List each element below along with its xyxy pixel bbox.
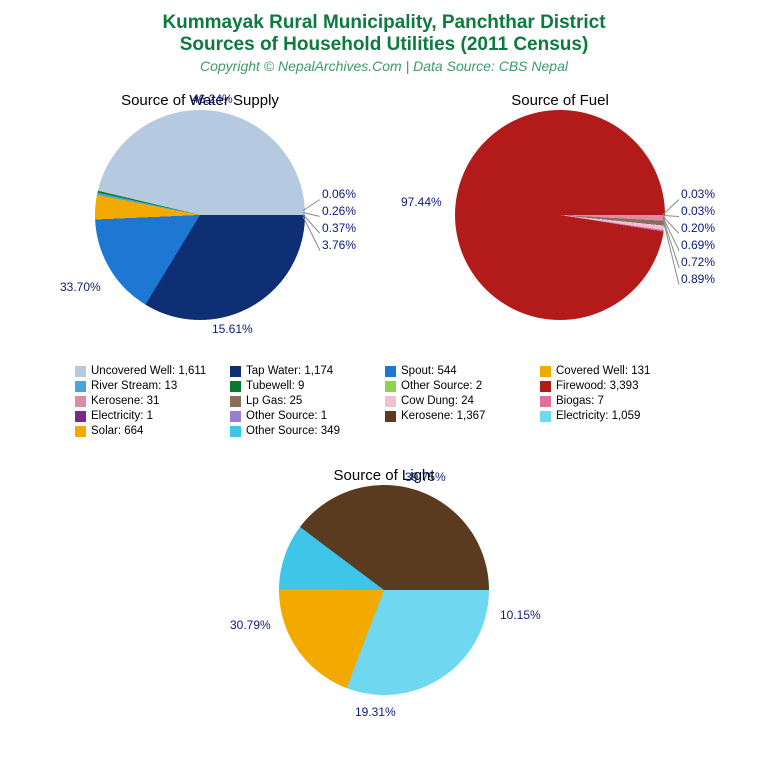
- legend-item: Cow Dung: 24: [385, 395, 540, 407]
- pct-label: 0.69%: [681, 238, 715, 252]
- light-chart-title: Source of Light: [284, 467, 484, 484]
- pct-label: 0.03%: [681, 204, 715, 218]
- pct-label: 97.44%: [401, 195, 442, 209]
- legend-swatch: [75, 396, 86, 407]
- legend-item: Kerosene: 1,367: [385, 410, 540, 422]
- pct-label: 15.61%: [212, 322, 253, 336]
- legend-label: Cow Dung: 24: [401, 395, 474, 407]
- legend-label: Other Source: 1: [246, 410, 327, 422]
- legend-item: Electricity: 1,059: [540, 410, 695, 422]
- legend-swatch: [75, 381, 86, 392]
- legend-item: Other Source: 2: [385, 380, 540, 392]
- legend-swatch: [385, 381, 396, 392]
- pct-label: 0.89%: [681, 272, 715, 286]
- legend-label: Covered Well: 131: [556, 365, 650, 377]
- legend-label: Firewood: 3,393: [556, 380, 638, 392]
- legend-swatch: [540, 396, 551, 407]
- legend-label: Biogas: 7: [556, 395, 604, 407]
- fuel-chart-title: Source of Fuel: [460, 92, 660, 109]
- legend-item: Tap Water: 1,174: [230, 365, 385, 377]
- title-block: Kummayak Rural Municipality, Panchthar D…: [0, 0, 768, 74]
- legend-label: River Stream: 13: [91, 380, 177, 392]
- leader-line: [663, 199, 680, 215]
- pct-label: 33.70%: [60, 280, 101, 294]
- legend: Uncovered Well: 1,611 Tap Water: 1,174 Spo…: [75, 365, 695, 440]
- legend-swatch: [230, 366, 241, 377]
- title-line-2: Sources of Household Utilities (2011 Cen…: [0, 34, 768, 56]
- pct-label: 46.24%: [192, 92, 233, 106]
- legend-label: Uncovered Well: 1,611: [91, 365, 206, 377]
- legend-item: Other Source: 1: [230, 410, 385, 422]
- legend-label: Tubewell: 9: [246, 380, 304, 392]
- legend-swatch: [385, 396, 396, 407]
- pct-label: 39.75%: [405, 470, 446, 484]
- pct-label: 0.26%: [322, 204, 356, 218]
- legend-swatch: [75, 366, 86, 377]
- leader-line: [303, 199, 321, 211]
- legend-swatch: [75, 411, 86, 422]
- legend-item: Other Source: 349: [230, 425, 385, 437]
- legend-row: Kerosene: 31 Lp Gas: 25 Cow Dung: 24 Biogas…: [75, 395, 695, 410]
- legend-swatch: [230, 411, 241, 422]
- legend-swatch: [540, 366, 551, 377]
- legend-label: Electricity: 1: [91, 410, 153, 422]
- legend-label: Tap Water: 1,174: [246, 365, 333, 377]
- legend-swatch: [75, 426, 86, 437]
- fuel-pie-chart: [455, 110, 665, 320]
- pct-label: 0.37%: [322, 221, 356, 235]
- pct-label: 0.03%: [681, 187, 715, 201]
- legend-swatch: [540, 411, 551, 422]
- pct-label: 3.76%: [322, 238, 356, 252]
- pct-label: 10.15%: [500, 608, 541, 622]
- title-line-1: Kummayak Rural Municipality, Panchthar D…: [0, 12, 768, 34]
- legend-swatch: [230, 396, 241, 407]
- pct-label: 19.31%: [355, 705, 396, 719]
- legend-item: Tubewell: 9: [230, 380, 385, 392]
- legend-label: Solar: 664: [91, 425, 143, 437]
- leader-line: [663, 215, 679, 217]
- legend-row: Electricity: 1 Other Source: 1 Kerosene: 1…: [75, 410, 695, 425]
- subtitle: Copyright © NepalArchives.Com | Data Sou…: [0, 58, 768, 74]
- legend-item: Lp Gas: 25: [230, 395, 385, 407]
- pct-label: 30.79%: [230, 618, 271, 632]
- legend-item: Kerosene: 31: [75, 395, 230, 407]
- legend-item: Electricity: 1: [75, 410, 230, 422]
- legend-row: Solar: 664 Other Source: 349: [75, 425, 695, 440]
- legend-label: Kerosene: 31: [91, 395, 159, 407]
- legend-row: Uncovered Well: 1,611 Tap Water: 1,174 Spo…: [75, 365, 695, 380]
- legend-item: River Stream: 13: [75, 380, 230, 392]
- legend-swatch: [230, 426, 241, 437]
- legend-item: Covered Well: 131: [540, 365, 695, 377]
- legend-item: Firewood: 3,393: [540, 380, 695, 392]
- legend-label: Other Source: 349: [246, 425, 340, 437]
- leader-line: [663, 219, 680, 284]
- legend-label: Other Source: 2: [401, 380, 482, 392]
- legend-label: Electricity: 1,059: [556, 410, 640, 422]
- water-pie-chart: [95, 110, 305, 320]
- legend-item: Biogas: 7: [540, 395, 695, 407]
- legend-swatch: [230, 381, 241, 392]
- pct-label: 0.06%: [322, 187, 356, 201]
- legend-item: Uncovered Well: 1,611: [75, 365, 230, 377]
- legend-item: Spout: 544: [385, 365, 540, 377]
- leader-line: [303, 216, 321, 250]
- pct-label: 0.72%: [681, 255, 715, 269]
- legend-swatch: [385, 366, 396, 377]
- legend-swatch: [385, 411, 396, 422]
- light-pie-chart: [279, 485, 489, 695]
- legend-label: Lp Gas: 25: [246, 395, 302, 407]
- legend-row: River Stream: 13 Tubewell: 9 Other Source:…: [75, 380, 695, 395]
- legend-swatch: [540, 381, 551, 392]
- legend-label: Kerosene: 1,367: [401, 410, 485, 422]
- legend-item: Solar: 664: [75, 425, 230, 437]
- legend-label: Spout: 544: [401, 365, 457, 377]
- pct-label: 0.20%: [681, 221, 715, 235]
